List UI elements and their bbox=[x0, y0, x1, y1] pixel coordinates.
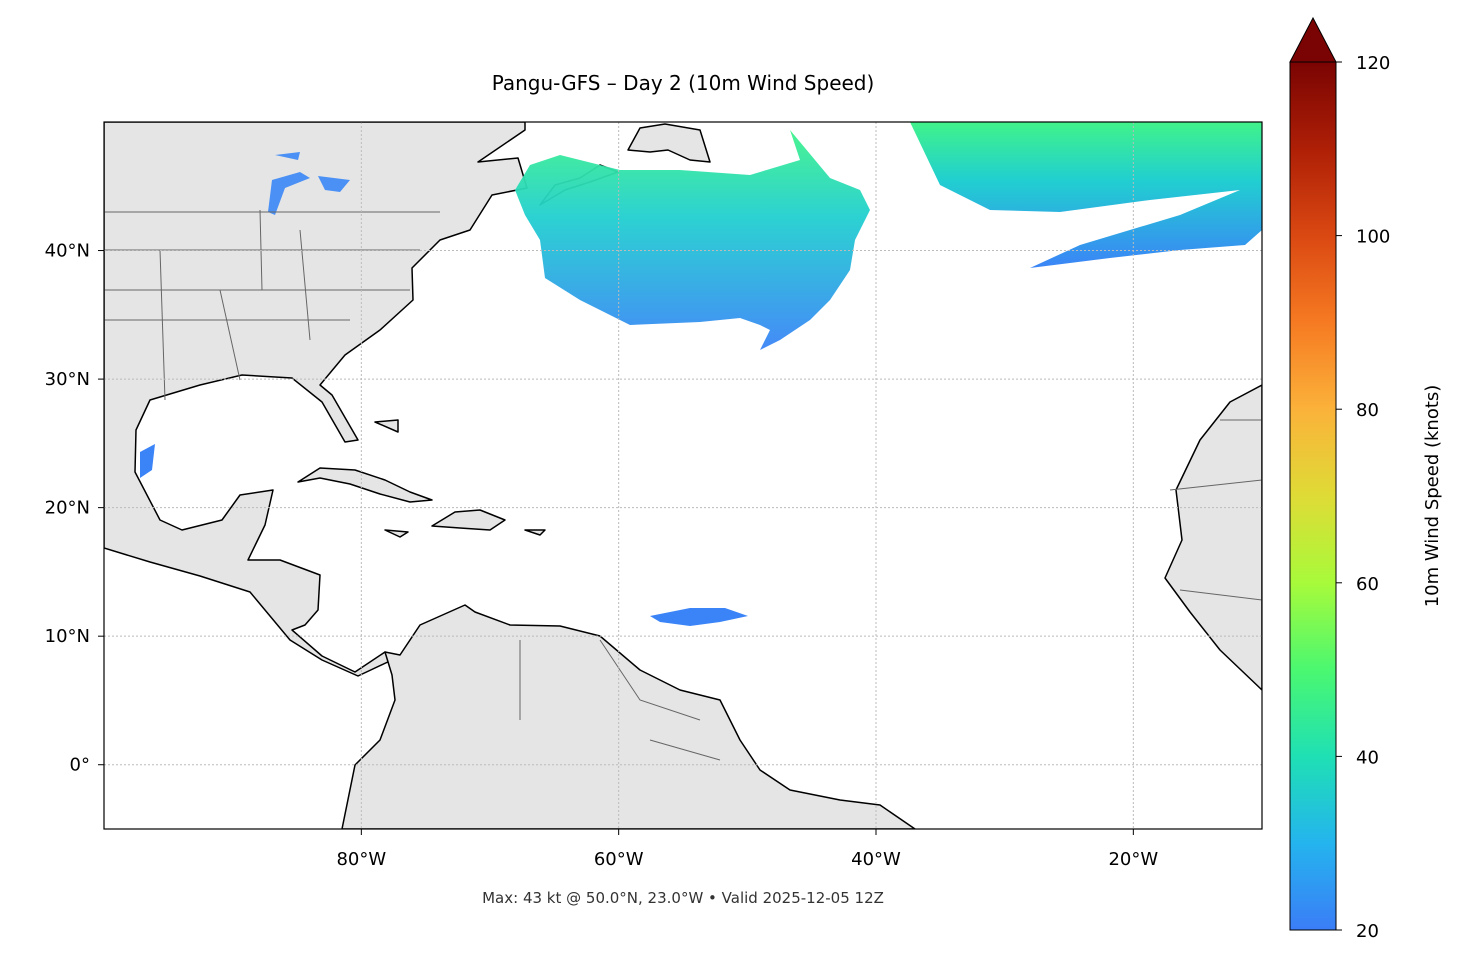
border bbox=[104, 209, 1262, 761]
colorbar-tick-label: 40 bbox=[1356, 747, 1379, 768]
y-tick-label: 10°N bbox=[45, 626, 90, 647]
island bbox=[524, 529, 546, 536]
x-tick-label: 60°W bbox=[594, 849, 644, 870]
colorbar-tick-label: 60 bbox=[1356, 574, 1379, 595]
colorbar-tick-label: 20 bbox=[1356, 921, 1379, 942]
map-title: Pangu-GFS – Day 2 (10m Wind Speed) bbox=[492, 71, 875, 95]
y-tick-label: 40°N bbox=[45, 241, 90, 262]
wind-swath bbox=[650, 608, 748, 626]
colorbar-tick-label: 120 bbox=[1356, 53, 1390, 74]
land bbox=[341, 604, 916, 829]
map-frame bbox=[103, 121, 1263, 830]
wind-swath bbox=[910, 122, 1262, 268]
y-tick-label: 0° bbox=[70, 755, 90, 776]
x-tick-label: 20°W bbox=[1108, 849, 1158, 870]
colorbar-tick-label: 100 bbox=[1356, 227, 1390, 248]
x-tick-label: 40°W bbox=[851, 849, 901, 870]
colorbar bbox=[1289, 61, 1337, 931]
y-tick-label: 20°N bbox=[45, 498, 90, 519]
colorbar-extend bbox=[1289, 16, 1337, 63]
y-tick-label: 30°N bbox=[45, 369, 90, 390]
wind-swath bbox=[140, 444, 155, 478]
map-area bbox=[104, 122, 1262, 829]
colorbar-label: 10m Wind Speed (knots) bbox=[1422, 385, 1443, 608]
land bbox=[627, 123, 711, 163]
island bbox=[297, 467, 433, 503]
island bbox=[374, 419, 399, 433]
island bbox=[384, 529, 409, 538]
island bbox=[431, 509, 506, 531]
land bbox=[104, 122, 528, 677]
wind-swath bbox=[515, 130, 870, 350]
footer-note: Max: 43 kt @ 50.0°N, 23.0°W • Valid 2025… bbox=[482, 889, 884, 907]
colorbar-tick-label: 80 bbox=[1356, 400, 1379, 421]
land bbox=[1164, 384, 1262, 691]
x-tick-label: 80°W bbox=[336, 849, 386, 870]
lake bbox=[268, 152, 350, 215]
